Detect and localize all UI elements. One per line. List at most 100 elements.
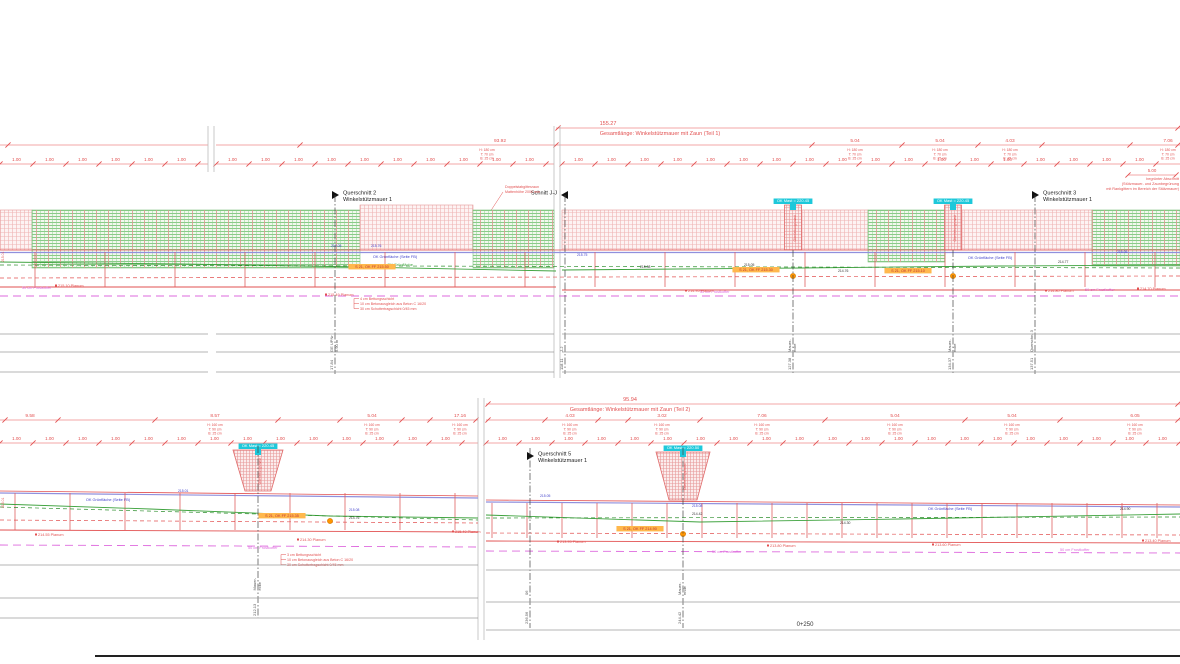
- unit-dimension-label: 1.00: [1102, 157, 1111, 162]
- section-marker-arrow: [1032, 191, 1039, 199]
- dim-tick: [63, 440, 69, 446]
- station-name-label: 06: [524, 590, 529, 595]
- level-label: 214.76: [349, 516, 359, 520]
- foundation-top-dashed: [0, 519, 479, 524]
- unit-dimension-label: 1.00: [1125, 436, 1134, 441]
- dim-tick: [1021, 161, 1027, 167]
- mast-top-level-label: OK Mast = 220.45: [242, 443, 275, 448]
- ok-level-label: OK Grünfläche (Seite FB): [86, 497, 131, 502]
- wall-htb-note: H: 160 cm: [754, 423, 770, 427]
- edge-level-label: 215.01: [1, 252, 5, 262]
- span-dimension: 5.04: [1007, 413, 1017, 419]
- unit-dimension-label: 1.00: [261, 157, 270, 162]
- dim-tick: [294, 440, 300, 446]
- station-value-label: 236.56: [524, 611, 529, 624]
- planum-label: 214.70 Planum: [1140, 287, 1166, 291]
- dim-tick: [543, 161, 549, 167]
- station-name-label: Mauer-: [787, 339, 792, 352]
- dim-tick: [975, 142, 981, 148]
- unit-dimension-label: 1.00: [838, 157, 847, 162]
- dim-tick: [1120, 161, 1126, 167]
- unit-dimension-label: 1.00: [564, 436, 573, 441]
- unit-dimension-label: 1.00: [78, 157, 87, 162]
- unit-dimension-label: 1.00: [441, 436, 450, 441]
- unit-dimension-label: 1.00: [144, 157, 153, 162]
- wall-htb-note: B: 25 cm: [480, 157, 494, 161]
- wall-htb-note: B: 25 cm: [563, 432, 577, 436]
- wall-htb-note: T: 70 cm: [934, 152, 947, 156]
- dim-tick: [427, 417, 433, 423]
- unit-dimension-label: 1.00: [408, 436, 417, 441]
- unit-dimension-label: 1.00: [1003, 157, 1012, 162]
- level-label: 214.30: [840, 521, 850, 525]
- terrain-dashed-line: [485, 516, 1180, 519]
- foundation-line: [0, 529, 479, 533]
- green-hatch-overlay: [868, 210, 945, 262]
- unit-dimension-label: 1.00: [210, 436, 219, 441]
- frost-layer-label: 50 cm Frostkoffer: [1085, 288, 1115, 292]
- span-dimension: 3.02: [657, 413, 667, 419]
- wall-htb-note: H: 160 cm: [1127, 423, 1143, 427]
- unit-dimension-label: 1.00: [1069, 157, 1078, 162]
- planum-label: 213.95 Planum: [560, 540, 586, 544]
- edge-level-label: 215.01: [1, 498, 5, 508]
- dim-tick: [724, 161, 730, 167]
- mast-top-level-label-bg: [773, 198, 813, 204]
- dim-tick: [1143, 440, 1149, 446]
- dim-tick: [337, 417, 343, 423]
- unit-dimension-label: 1.00: [904, 157, 913, 162]
- wall-htb-note: T: 70 cm: [1004, 152, 1017, 156]
- unit-dimension-label: 1.00: [12, 157, 21, 162]
- dim-tick: [1057, 417, 1063, 423]
- unit-dimension-label: 1.00: [772, 157, 781, 162]
- dim-tick: [162, 440, 168, 446]
- span-dimension: 5.04: [890, 413, 900, 419]
- planum-label: 214.30 Planum: [300, 538, 326, 542]
- track-level-highlight: [884, 268, 932, 274]
- dim-tick: [485, 401, 491, 407]
- station-name-label: Mauer-: [677, 582, 682, 595]
- unit-dimension-label: 1.00: [144, 436, 153, 441]
- station-name-label: ecke: [952, 343, 957, 352]
- ok-blue-line: [485, 501, 1180, 508]
- ok-level-label: OK Grünfläche (Seite FB): [968, 255, 1013, 260]
- dim-tick: [1176, 441, 1180, 446]
- dim-tick: [813, 440, 819, 446]
- unit-dimension-label: 1.00: [739, 157, 748, 162]
- dim-tick: [152, 417, 158, 423]
- dim-tick: [1173, 172, 1179, 178]
- wall-htb-note: H: 160 cm: [452, 423, 468, 427]
- dim-tick: [615, 440, 621, 446]
- dim-tick: [1044, 440, 1050, 446]
- green-hatch-overlay: [473, 210, 554, 268]
- wall-htb-note: B: 25 cm: [848, 157, 862, 161]
- section-marker-arrow: [332, 191, 339, 199]
- dim-tick: [691, 161, 697, 167]
- mast-top-level-label: OK Mast = 220.45: [777, 198, 810, 203]
- track-level-highlight: [348, 264, 396, 270]
- level-label: 215.05: [1117, 250, 1127, 254]
- dim-tick: [426, 440, 432, 446]
- wall-htb-note: T: 90 cm: [1129, 427, 1142, 431]
- planum-label: 214.95 Planum: [688, 289, 714, 293]
- section-marker-subtitle: Winkelstützmauer 1: [343, 197, 392, 203]
- dim-tick: [2, 417, 8, 423]
- dim-tick: [945, 440, 951, 446]
- span-dimension: 5.04: [850, 138, 860, 144]
- wall-htb-note: H: 160 cm: [654, 423, 670, 427]
- level-label: 214.42: [692, 512, 702, 516]
- construction-layer-note: 4 cm Bettungsschicht: [360, 297, 394, 301]
- mast-name-label: Oberleitungsmast: [953, 215, 957, 242]
- planum-label: 213.80 Planum: [770, 544, 796, 548]
- km-station-label: 0+250: [797, 622, 815, 628]
- dim-tick: [846, 440, 852, 446]
- wall-htb-note: T: 70 cm: [849, 152, 862, 156]
- station-value-label: 127.38: [787, 357, 792, 370]
- dim-tick: [955, 161, 961, 167]
- catenary-mast: [232, 449, 284, 492]
- level-label: 215.75: [577, 253, 587, 257]
- unit-dimension-label: 1.00: [327, 157, 336, 162]
- dim-tick: [399, 417, 405, 423]
